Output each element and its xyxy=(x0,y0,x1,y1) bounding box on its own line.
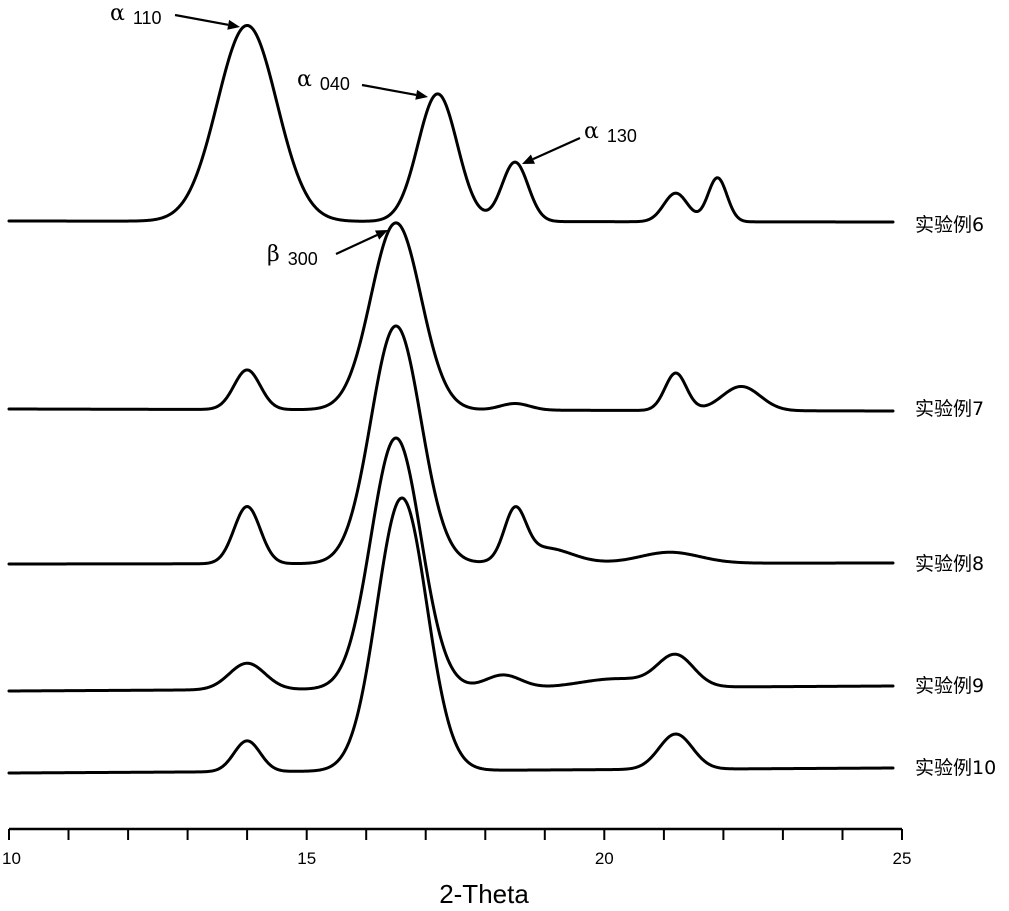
annotation-arrow-shaft xyxy=(362,85,416,95)
series-label-3: 实验例8 xyxy=(915,553,984,575)
annotation-arrow-shaft xyxy=(336,235,377,254)
x-tick-label: 25 xyxy=(893,849,912,868)
x-axis-tick-labels: 10 15 20 25 xyxy=(2,849,911,868)
x-tick-label: 20 xyxy=(595,849,614,868)
peak-annotation-label: α040 xyxy=(297,67,350,94)
peak-annotation-α040: α040 xyxy=(297,67,428,100)
peak-annotation-label: α110 xyxy=(110,1,162,28)
x-axis: 10 15 20 25 xyxy=(2,829,911,868)
arrow-head-icon xyxy=(227,20,240,30)
series-label-2: 实验例7 xyxy=(915,398,984,420)
x-axis-title: 2-Theta xyxy=(439,879,529,909)
annotation-arrow-shaft xyxy=(175,15,228,25)
peak-annotation-α130: α130 xyxy=(522,119,637,164)
sample-labels-group: 实验例6 实验例7 实验例8 实验例9 实验例10 xyxy=(915,214,996,779)
annotations-group: α110 α040 α130 β300 xyxy=(110,1,637,269)
series-line-1 xyxy=(9,25,893,222)
peak-annotation-label: α130 xyxy=(584,119,637,146)
peak-annotation-β300: β300 xyxy=(267,230,388,269)
series-line-2 xyxy=(9,223,893,411)
x-tick-label: 10 xyxy=(2,849,21,868)
x-axis-ticks xyxy=(9,829,902,840)
arrow-head-icon xyxy=(522,155,535,165)
series-label-4: 实验例9 xyxy=(915,675,984,697)
peak-annotation-α110: α110 xyxy=(110,1,240,30)
traces-group xyxy=(9,25,893,773)
series-line-3 xyxy=(9,326,893,564)
annotation-arrow-shaft xyxy=(533,138,580,159)
arrow-head-icon xyxy=(415,90,428,100)
x-tick-label: 15 xyxy=(297,849,316,868)
series-label-5: 实验例10 xyxy=(915,757,996,779)
series-label-1: 实验例6 xyxy=(915,214,984,236)
peak-annotation-label: β300 xyxy=(267,242,318,269)
